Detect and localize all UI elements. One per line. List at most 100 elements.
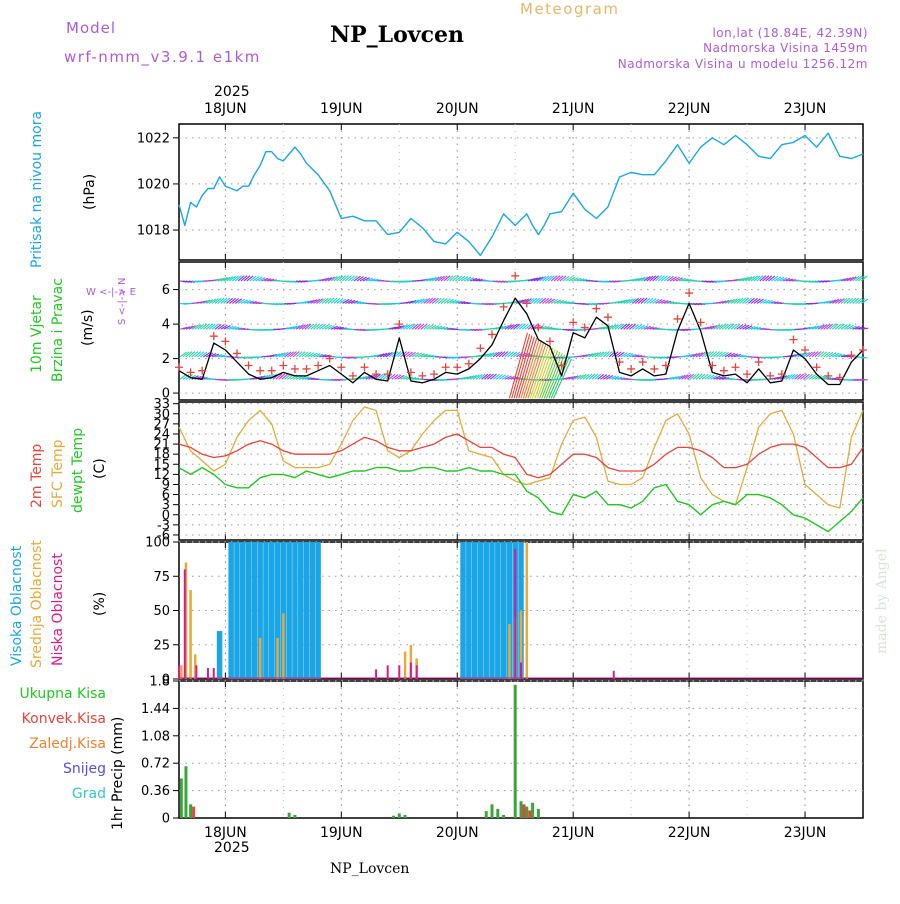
cloud-bar-low [514, 549, 516, 679]
cloud-bar-mid [404, 652, 407, 679]
cloud-bar-high [234, 542, 240, 679]
y-tick-label-cloud: 75 [153, 570, 170, 585]
pressure-label: Pritisak na nivou mora [29, 111, 45, 268]
precip-bar-total [180, 778, 183, 818]
gust-marker [488, 330, 496, 338]
gust-marker [221, 337, 229, 345]
cloud-bar-high [472, 542, 478, 679]
gust-marker [442, 363, 450, 371]
precip-item-convective: Konvek.Kisa [22, 711, 106, 727]
cloud-label-1: Visoka Oblacnost [9, 546, 25, 666]
cloud-bar-high [478, 542, 484, 679]
x-tick-label-bottom: 18JUN [204, 825, 247, 841]
precip-bar-convective [192, 807, 195, 818]
x-tick-label-bottom: 21JUN [552, 825, 595, 841]
gust-marker [801, 346, 809, 354]
model-altitude-label: Nadmorska Visina u modelu 1256.12m [618, 57, 868, 71]
cloud-bar-high [310, 542, 316, 679]
cloud-bar-low [398, 665, 400, 679]
gust-marker [360, 363, 368, 371]
wind-compass: W <-|-> E [86, 287, 136, 298]
cloud-bar-low [416, 665, 418, 679]
cloud-bar-mid [189, 590, 192, 679]
gust-marker [720, 367, 728, 375]
gust-marker [569, 318, 577, 326]
cloud-bar-high [240, 542, 246, 679]
wind-barb-strong [516, 337, 534, 398]
cloud-bar-mid [276, 638, 279, 679]
gust-marker [476, 344, 484, 352]
cloud-bar-high [315, 542, 321, 679]
precip-bar-total [520, 801, 523, 818]
cloud-bar-high [460, 542, 466, 679]
wind-barb-strong [523, 341, 541, 398]
y-tick-label-precip: 1.08 [141, 729, 170, 744]
cloud-bar-high [466, 542, 472, 679]
y-tick-label-cloud: 50 [153, 604, 170, 619]
precip-bar-total [404, 815, 407, 818]
gust-marker [627, 365, 635, 373]
cloud-bar-high [483, 542, 489, 679]
gust-marker [685, 289, 693, 297]
precip-bar-total [392, 816, 395, 818]
wind-barb [861, 379, 867, 380]
gust-marker [650, 365, 658, 373]
gust-marker [210, 332, 218, 340]
dewpoint-line [179, 468, 863, 532]
gust-marker [639, 358, 647, 366]
cloud-unit: (%) [92, 592, 108, 616]
x-tick-label-bottom: 19JUN [320, 825, 363, 841]
precip-bar-total [293, 815, 296, 818]
precip-bar-convective [528, 810, 531, 818]
gust-marker [245, 362, 253, 370]
year-bottom: 2025 [214, 840, 250, 856]
cloud-bar-high [495, 542, 501, 679]
wind-barb-strong [528, 344, 546, 399]
precip-unit: 1hr Precip (mm) [110, 717, 126, 830]
wind-barb-strong [514, 335, 532, 398]
wind-barb-strong [521, 340, 539, 399]
cloud-bar-low [410, 663, 412, 679]
x-tick-label-top: 22JUN [668, 101, 711, 117]
cloud-bar-high [298, 542, 304, 679]
precip-bar-convective [523, 804, 526, 818]
gust-marker [534, 324, 542, 332]
y-tick-label-cloud: 100 [145, 536, 170, 551]
cloud-label-3: Niska Oblacnost [50, 553, 66, 666]
wind-barb-strong [530, 345, 548, 398]
wind-barb-strong [512, 334, 530, 398]
gust-marker [303, 365, 311, 373]
cloud-bar-high [304, 542, 310, 679]
panel-frame-precip [179, 681, 863, 818]
x-tick-label-top: 23JUN [784, 101, 827, 117]
gust-marker [731, 363, 739, 371]
precip-bar-total [189, 804, 192, 818]
precip-bar-total [485, 811, 488, 818]
temp-label-2: SFC Temp [50, 440, 66, 508]
x-tick-label-bottom: 22JUN [668, 825, 711, 841]
x-tick-label-top: 19JUN [320, 101, 363, 117]
precip-bar-total [398, 813, 401, 818]
gust-marker [233, 349, 241, 357]
model-label: Model [66, 19, 116, 37]
gust-marker [314, 362, 322, 370]
watermark: made by Angel [874, 549, 890, 655]
gust-marker [789, 336, 797, 344]
gust-marker [453, 363, 461, 371]
precip-bar-total [531, 803, 534, 818]
precip-item-snow: Snijeg [63, 761, 106, 777]
pressure-unit: (hPa) [82, 174, 98, 210]
cloud-bar-mid [282, 613, 285, 679]
gust-marker [291, 365, 299, 373]
cloud-bar-mid [508, 624, 511, 679]
altitude-label: Nadmorska Visina 1459m [703, 41, 868, 55]
wind-compass-vertical: S <-|-> N [117, 277, 128, 325]
cloud-bar-high [501, 542, 507, 679]
y-tick-label-precip: 1.8 [149, 675, 170, 690]
wind-label-1: 10m Vjetar [29, 295, 45, 373]
model-name: wrf-nmm_v3.9.1 e1km [64, 48, 261, 66]
precip-bar-total [184, 766, 187, 818]
wind-barb-strong [526, 342, 544, 398]
